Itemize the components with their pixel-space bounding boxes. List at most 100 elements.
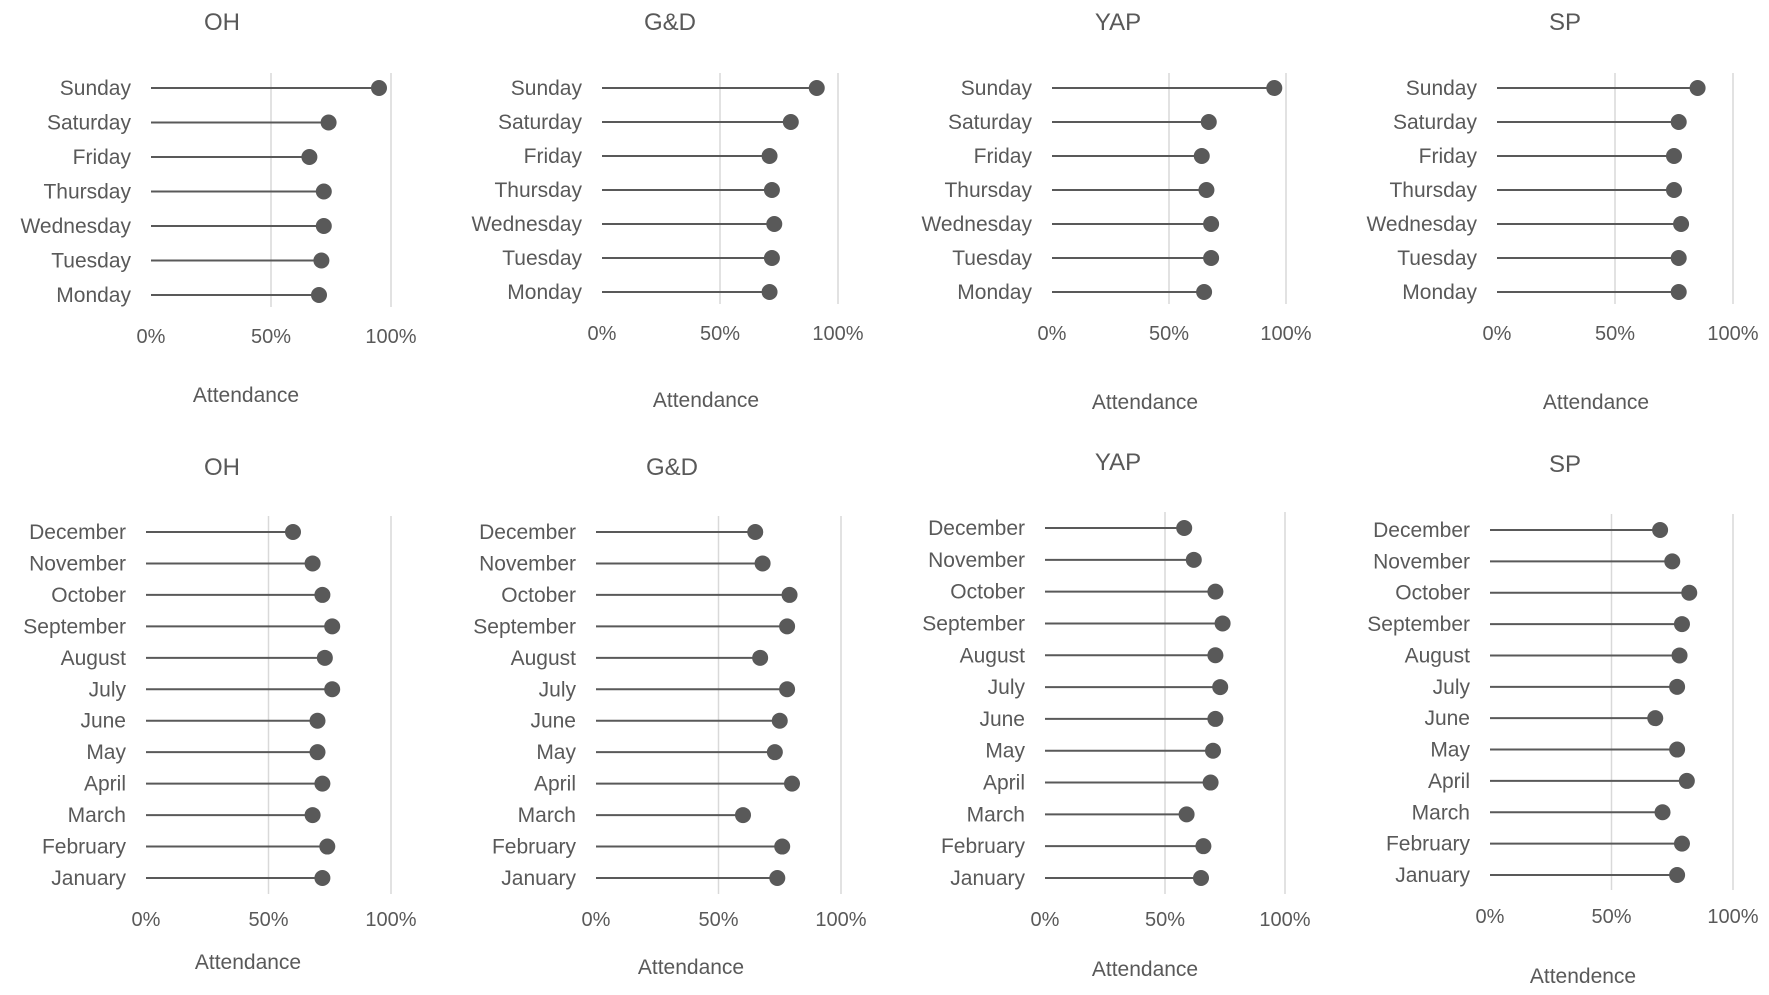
category-label: May xyxy=(536,741,576,764)
category-label: December xyxy=(928,517,1025,540)
lollipop-marker xyxy=(1203,250,1220,266)
x-tick-label: 0% xyxy=(132,909,161,931)
lollipop-marker xyxy=(1666,148,1682,164)
lollipop-marker xyxy=(1654,804,1671,821)
x-axis-label: Attendance xyxy=(193,384,299,407)
chart-title: OH xyxy=(204,9,240,36)
category-label: October xyxy=(51,584,126,607)
category-label: April xyxy=(983,772,1025,795)
category-label: Tuesday xyxy=(1397,247,1477,270)
lollipop-marker xyxy=(309,744,326,761)
category-label: September xyxy=(23,615,126,638)
lollipop-marker xyxy=(1647,710,1664,727)
category-label: Tuesday xyxy=(502,247,582,270)
lollipop-marker xyxy=(314,586,331,603)
category-label: February xyxy=(941,835,1026,858)
lollipop-marker xyxy=(1185,551,1202,568)
lollipop-marker xyxy=(1198,182,1215,198)
x-tick-label: 0% xyxy=(1483,323,1512,345)
lollipop-marker xyxy=(1670,114,1687,130)
chart-title: SP xyxy=(1549,9,1581,36)
x-axis-label: Attendance xyxy=(195,951,301,974)
category-label: June xyxy=(979,708,1025,731)
category-label: December xyxy=(1373,519,1470,542)
chart-title: OH xyxy=(204,454,240,481)
category-label: January xyxy=(1395,864,1470,887)
category-label: Monday xyxy=(507,281,582,304)
category-label: October xyxy=(501,584,576,607)
lollipop-marker xyxy=(320,114,337,131)
lollipop-marker xyxy=(1176,520,1193,536)
lollipop-marker xyxy=(313,252,330,269)
chart-title: G&D xyxy=(646,454,698,481)
category-label: August xyxy=(1405,644,1471,667)
x-tick-label: 50% xyxy=(1149,323,1189,345)
lollipop-marker xyxy=(1205,742,1221,759)
category-label: Saturday xyxy=(948,111,1033,134)
x-tick-label: 50% xyxy=(251,326,291,348)
chart-panel-8: 0% 50% 100% SP Attendence January February Marc… xyxy=(1367,451,1759,988)
chart-title: YAP xyxy=(1095,449,1141,476)
x-tick-label: 0% xyxy=(137,326,166,348)
chart-panel-1: 0% 50% 100% OH Attendance Monday Tuesday Wednes… xyxy=(20,9,416,407)
lollipop-marker xyxy=(1202,774,1219,791)
category-label: Friday xyxy=(524,145,583,168)
category-label: January xyxy=(950,867,1025,890)
category-label: November xyxy=(29,552,126,575)
category-label: May xyxy=(985,740,1025,763)
category-label: April xyxy=(1428,770,1470,793)
chart-panel-6: 0% 50% 100% G&D Attendance January February Mar… xyxy=(473,454,867,979)
category-label: Sunday xyxy=(961,77,1033,100)
category-label: Thursday xyxy=(494,179,582,202)
x-axis-label: Attendance xyxy=(1543,391,1649,414)
category-label: November xyxy=(1373,550,1470,573)
lollipop-marker xyxy=(1266,80,1283,96)
x-tick-label: 50% xyxy=(248,909,288,931)
category-label: Thursday xyxy=(1389,179,1477,202)
x-tick-label: 0% xyxy=(588,323,617,345)
category-label: Saturday xyxy=(1393,111,1478,134)
lollipop-marker xyxy=(1207,583,1224,600)
category-label: February xyxy=(1386,833,1471,856)
x-tick-label: 100% xyxy=(812,323,863,345)
lollipop-marker xyxy=(779,681,796,698)
lollipop-marker xyxy=(1671,647,1688,664)
x-tick-label: 0% xyxy=(1031,909,1060,931)
lollipop-marker xyxy=(1669,741,1686,758)
category-label: September xyxy=(1367,613,1470,636)
x-tick-label: 100% xyxy=(1259,909,1310,931)
lollipop-marker xyxy=(1669,867,1686,883)
category-label: Wednesday xyxy=(471,213,582,236)
lollipop-marker xyxy=(1670,250,1687,266)
lollipop-marker xyxy=(761,148,778,164)
category-label: Monday xyxy=(56,284,131,307)
category-label: March xyxy=(1412,801,1470,824)
category-label: October xyxy=(950,581,1025,604)
lollipop-marker xyxy=(316,649,333,666)
category-label: August xyxy=(511,647,577,670)
category-label: Sunday xyxy=(60,77,132,100)
category-label: Saturday xyxy=(498,111,583,134)
category-label: Sunday xyxy=(1406,77,1478,100)
x-tick-label: 50% xyxy=(700,323,740,345)
category-label: Monday xyxy=(957,281,1032,304)
lollipop-marker xyxy=(1203,216,1220,232)
lollipop-marker xyxy=(1670,284,1687,300)
x-axis-label: Attendence xyxy=(1530,965,1636,988)
lollipop-marker xyxy=(1193,870,1209,886)
lollipop-marker xyxy=(1214,615,1231,632)
lollipop-marker xyxy=(747,524,764,540)
chart-panel-2: 0% 50% 100% G&D Attendance Monday Tuesday Wedne… xyxy=(471,9,863,412)
lollipop-marker xyxy=(1678,772,1695,789)
category-label: Wednesday xyxy=(20,215,131,238)
x-tick-label: 100% xyxy=(365,909,416,931)
lollipop-marker xyxy=(774,838,791,855)
category-label: Thursday xyxy=(944,179,1032,202)
category-label: April xyxy=(534,773,576,796)
lollipop-marker xyxy=(309,712,326,729)
category-label: Friday xyxy=(73,146,132,169)
x-tick-label: 100% xyxy=(365,326,416,348)
lollipop-marker xyxy=(1689,80,1706,96)
x-tick-label: 0% xyxy=(1476,906,1505,928)
